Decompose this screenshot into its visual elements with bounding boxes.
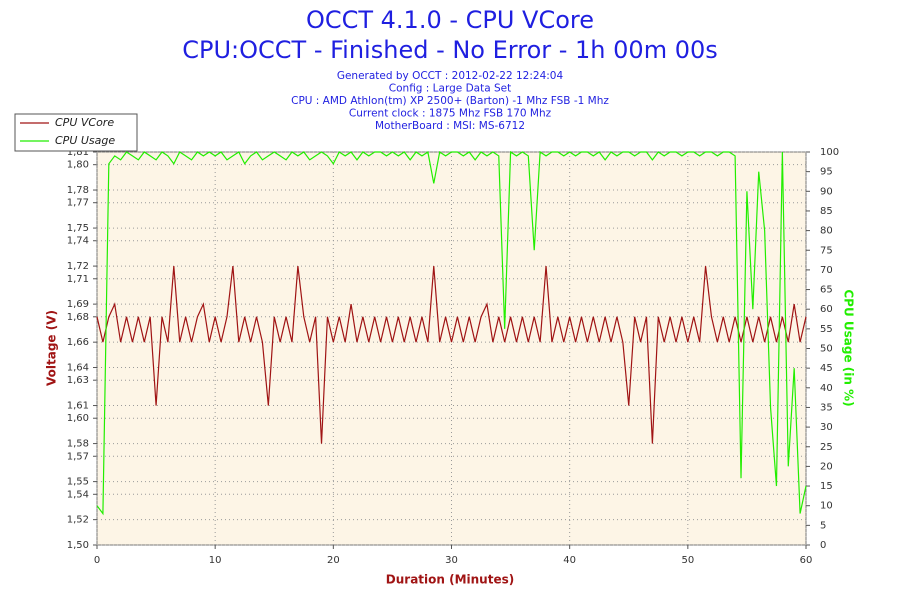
y2-tick-label: 25 — [820, 442, 833, 453]
x-axis-label: Duration (Minutes) — [386, 573, 514, 587]
y2-tick-label: 85 — [820, 206, 833, 217]
legend-label: CPU VCore — [55, 116, 114, 129]
y-tick-label: 1,66 — [67, 337, 89, 348]
y-tick-label: 1,61 — [67, 401, 89, 412]
y-tick-label: 1,54 — [67, 489, 89, 500]
y2-tick-label: 40 — [820, 383, 833, 394]
y2-axis-label: CPU Usage (in %) — [842, 289, 856, 406]
series-line — [96, 150, 807, 516]
y2-tick-label: 95 — [820, 167, 833, 178]
y-tick-label: 1,64 — [67, 363, 89, 374]
y2-tick-label: 65 — [820, 285, 833, 296]
y2-tick-label: 100 — [820, 147, 839, 158]
x-tick-label: 40 — [563, 555, 576, 566]
y2-tick-label: 35 — [820, 402, 833, 413]
y2-tick-label: 10 — [820, 501, 833, 512]
chart-title: OCCT 4.1.0 - CPU VCore — [306, 6, 594, 34]
y2-tick-label: 15 — [820, 481, 833, 492]
x-tick-label: 20 — [327, 555, 340, 566]
series-line — [96, 266, 807, 444]
y-tick-label: 1,58 — [67, 439, 89, 450]
info-line: Generated by OCCT : 2012-02-22 12:24:04 — [337, 70, 564, 82]
y2-tick-label: 5 — [820, 520, 826, 531]
y-axis-label: Voltage (V) — [45, 310, 59, 386]
x-tick-label: 10 — [209, 555, 222, 566]
info-line: Current clock : 1875 Mhz FSB 170 Mhz — [349, 108, 552, 120]
y-tick-label: 1,78 — [67, 185, 89, 196]
chart-subtitle: CPU:OCCT - Finished - No Error - 1h 00m … — [182, 36, 718, 64]
y-tick-label: 1,81 — [67, 147, 89, 158]
legend-box — [14, 113, 138, 152]
y-tick-label: 1,71 — [67, 274, 89, 285]
y-tick-label: 1,80 — [67, 160, 89, 171]
y-tick-label: 1,77 — [67, 198, 89, 209]
y2-tick-label: 80 — [820, 226, 833, 237]
y-tick-label: 1,75 — [67, 223, 89, 234]
y-tick-label: 1,69 — [67, 299, 89, 310]
x-tick-label: 0 — [94, 555, 100, 566]
y2-tick-label: 55 — [820, 324, 833, 335]
y-tick-label: 1,63 — [67, 375, 89, 386]
y2-tick-label: 20 — [820, 461, 833, 472]
y-tick-label: 1,60 — [67, 413, 89, 424]
y-tick-label: 1,50 — [67, 540, 89, 551]
y-tick-label: 1,68 — [67, 312, 89, 323]
y2-tick-label: 30 — [820, 422, 833, 433]
y-tick-label: 1,72 — [67, 261, 89, 272]
info-line: MotherBoard : MSI: MS-6712 — [375, 120, 525, 132]
y2-tick-label: 50 — [820, 344, 833, 355]
x-tick-label: 60 — [800, 555, 813, 566]
y2-tick-label: 60 — [820, 304, 833, 315]
y2-tick-label: 45 — [820, 363, 833, 374]
y-tick-label: 1,55 — [67, 477, 89, 488]
y2-tick-label: 90 — [820, 186, 833, 197]
info-line: Config : Large Data Set — [389, 83, 511, 95]
legend-label: CPU Usage — [55, 134, 115, 147]
y-tick-label: 1,74 — [67, 236, 89, 247]
y-tick-label: 1,52 — [67, 515, 89, 526]
y2-tick-label: 70 — [820, 265, 833, 276]
y2-tick-label: 0 — [820, 540, 826, 551]
y2-tick-label: 75 — [820, 245, 833, 256]
x-tick-label: 50 — [681, 555, 694, 566]
y-tick-label: 1,57 — [67, 451, 89, 462]
info-line: CPU : AMD Athlon(tm) XP 2500+ (Barton) -… — [291, 95, 609, 107]
x-tick-label: 30 — [445, 555, 458, 566]
